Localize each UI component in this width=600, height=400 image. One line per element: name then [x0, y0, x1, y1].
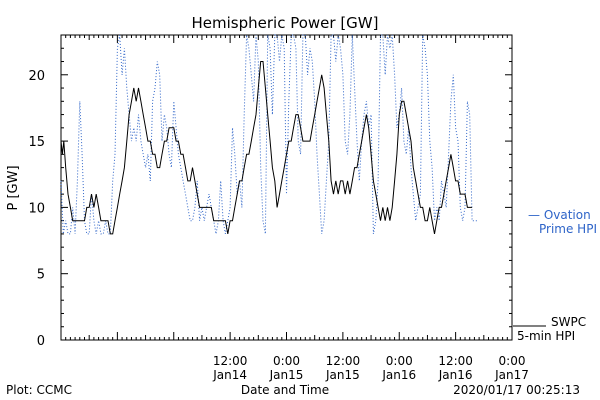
plot-credit: Plot: CCMC: [6, 383, 72, 397]
legend-ovation-prime: — Ovation Prime HPI: [528, 208, 597, 236]
y-tick-label: 10: [28, 201, 45, 216]
legend-ovation-label2: Prime HPI: [539, 222, 597, 236]
legend-swpc-label: SWPC: [551, 315, 586, 329]
plot-border: [60, 34, 513, 341]
x-tick-time: 0:00: [386, 354, 413, 368]
y-tick-label: 0: [37, 334, 45, 349]
x-tick-time: 12:00: [438, 354, 473, 368]
x-tick-time: 12:00: [213, 354, 248, 368]
x-tick-time: 0:00: [499, 354, 526, 368]
x-axis-label: Date and Time: [241, 383, 329, 397]
chart-title: Hemispheric Power [GW]: [192, 14, 379, 32]
legend-swpc: SWPC 5-min HPI: [513, 315, 586, 343]
series-ovation-prime-hpi: [60, 34, 477, 235]
y-axis-label: P [GW]: [6, 165, 21, 210]
y-axis: 0 5 10 15 20: [28, 34, 512, 349]
legend-ovation-label: — Ovation: [528, 208, 591, 222]
timestamp: 2020/01/17 00:25:13: [453, 383, 580, 397]
y-tick-label: 5: [37, 268, 45, 283]
x-tick-date: Jan14: [212, 368, 247, 382]
x-tick-time: 0:00: [273, 354, 300, 368]
x-tick-date: Jan16: [438, 368, 473, 382]
x-tick-time: 12:00: [326, 354, 361, 368]
legend-swpc-label2: 5-min HPI: [517, 329, 575, 343]
x-tick-date: Jan15: [269, 368, 304, 382]
plot-frame: [60, 34, 513, 341]
x-axis: 12:00Jan140:00Jan1512:00Jan150:00Jan1612…: [60, 35, 529, 382]
series-swpc-hpi: [60, 61, 473, 235]
x-tick-date: Jan17: [494, 368, 529, 382]
x-tick-date: Jan16: [381, 368, 416, 382]
y-tick-label: 15: [28, 135, 45, 150]
y-tick-label: 20: [28, 69, 45, 84]
x-tick-date: Jan15: [325, 368, 360, 382]
